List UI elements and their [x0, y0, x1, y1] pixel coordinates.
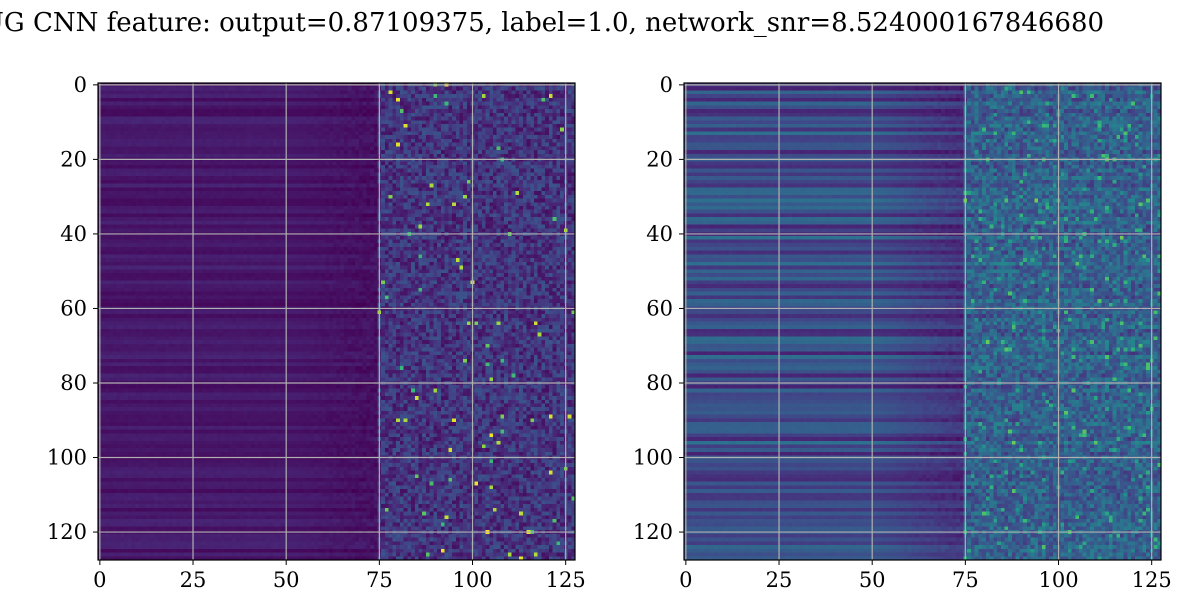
x-tick-label: 25: [766, 568, 793, 592]
heatmap-image: [98, 83, 575, 560]
x-tick-label: 75: [952, 568, 979, 592]
x-tick: 125: [1132, 560, 1172, 592]
x-tick: 0: [93, 560, 107, 592]
x-tick-label: 100: [1038, 568, 1078, 592]
y-tick: 60: [646, 296, 684, 320]
y-tick-label: 120: [633, 520, 673, 544]
heatmap-panel-right: 0 25 50 75 100 125 0 20 40 60 80 100 120: [633, 73, 1172, 592]
y-tick: 40: [646, 222, 684, 246]
x-tick: 0: [679, 560, 693, 592]
x-tick: 25: [180, 560, 207, 592]
y-tick-label: 0: [660, 73, 673, 97]
x-tick: 75: [366, 560, 393, 592]
heatmap-panel-left: 0 25 50 75 100 125 0 20 40 60 80 100 120: [47, 73, 586, 592]
x-tick-label: 50: [859, 568, 886, 592]
x-tick: 50: [859, 560, 886, 592]
y-tick: 120: [633, 520, 684, 544]
y-tick: 20: [646, 147, 684, 171]
x-tick: 125: [546, 560, 586, 592]
y-tick: 40: [60, 222, 98, 246]
y-tick: 0: [74, 73, 98, 97]
x-tick-label: 75: [366, 568, 393, 592]
y-tick-label: 100: [47, 446, 87, 470]
figure-title: UG CNN feature: output=0.87109375, label…: [0, 4, 1200, 44]
x-tick: 100: [1038, 560, 1079, 592]
axes-frame: [97, 82, 576, 561]
y-tick: 80: [646, 371, 684, 395]
y-tick-label: 60: [60, 296, 87, 320]
y-tick-label: 40: [60, 222, 87, 246]
y-tick-label: 100: [633, 446, 673, 470]
y-tick-label: 20: [646, 147, 673, 171]
y-tick-label: 120: [47, 520, 87, 544]
y-tick-label: 40: [646, 222, 673, 246]
y-tick-label: 80: [60, 371, 87, 395]
x-tick-label: 50: [273, 568, 300, 592]
y-tick-label: 80: [646, 371, 673, 395]
x-tick: 75: [952, 560, 979, 592]
y-tick: 0: [660, 73, 684, 97]
y-tick-label: 0: [74, 73, 87, 97]
y-tick: 80: [60, 371, 98, 395]
y-tick: 100: [47, 446, 98, 470]
axes-frame: [683, 82, 1162, 561]
figure-title-text: UG CNN feature: output=0.87109375, label…: [0, 8, 1105, 38]
x-tick-label: 0: [93, 568, 106, 592]
x-tick-label: 125: [1132, 568, 1172, 592]
x-tick-label: 0: [679, 568, 692, 592]
x-tick: 50: [273, 560, 300, 592]
y-tick: 120: [47, 520, 98, 544]
x-tick-label: 25: [180, 568, 207, 592]
y-tick-label: 20: [60, 147, 87, 171]
y-tick: 100: [633, 446, 684, 470]
x-tick-label: 100: [452, 568, 492, 592]
y-tick: 60: [60, 296, 98, 320]
x-tick: 25: [766, 560, 793, 592]
heatmap-image: [684, 83, 1161, 560]
x-tick-label: 125: [546, 568, 586, 592]
y-tick-label: 60: [646, 296, 673, 320]
x-tick: 100: [452, 560, 493, 592]
y-tick: 20: [60, 147, 98, 171]
